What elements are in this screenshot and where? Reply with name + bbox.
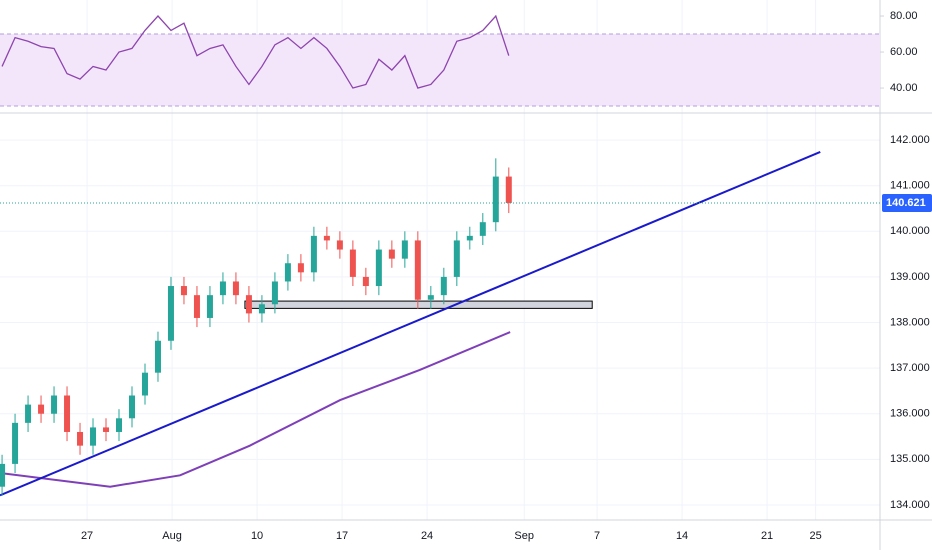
candle-body	[336, 240, 343, 250]
rsi-tick-label: 40.00	[890, 82, 918, 94]
y-tick-label: 134.000	[890, 499, 930, 511]
candle-body	[323, 235, 330, 241]
candle-body	[440, 276, 447, 296]
trendline	[0, 151, 821, 497]
y-tick-label: 135.000	[890, 453, 930, 465]
candle-body	[310, 235, 317, 273]
candle-body	[349, 249, 356, 277]
y-tick-label: 139.000	[890, 271, 930, 283]
candle-body	[128, 395, 135, 419]
x-tick-label: 25	[810, 530, 822, 542]
rsi-tick-label: 80.00	[890, 10, 918, 22]
rsi-line	[1, 14, 510, 89]
candle-body	[258, 304, 265, 314]
candle-body	[466, 235, 473, 241]
y-tick-label: 142.000	[890, 134, 930, 146]
last-price-label: 140.621	[886, 197, 926, 209]
candle-body	[492, 176, 499, 223]
candle-body	[154, 340, 161, 373]
candle-body	[206, 295, 213, 318]
x-tick-label: Sep	[514, 530, 534, 542]
candle-body	[427, 295, 434, 300]
x-tick-label: Aug	[162, 530, 182, 542]
x-tick-label: 21	[761, 530, 773, 542]
candle-body	[167, 286, 174, 341]
candle-body	[284, 263, 291, 282]
candle-body	[51, 395, 58, 414]
candle-body	[479, 222, 486, 236]
candle-body	[77, 431, 84, 446]
x-tick-label: 7	[594, 530, 600, 542]
candle-body	[116, 418, 123, 432]
candle-body	[505, 176, 512, 203]
candle-body	[141, 372, 148, 396]
candle-body	[362, 276, 369, 287]
candle-body	[103, 427, 110, 432]
candle-body	[375, 249, 382, 287]
candle-body	[414, 240, 421, 300]
support-zone	[244, 300, 593, 309]
x-tick-label: 27	[81, 530, 93, 542]
candle-body	[0, 463, 6, 487]
candle-body	[90, 427, 97, 446]
candle-body	[401, 240, 408, 259]
last-price-tag	[882, 193, 932, 212]
x-tick-label: 17	[336, 530, 348, 542]
y-tick-label: 137.000	[890, 362, 930, 374]
rsi-band	[0, 34, 880, 107]
candle-body	[12, 422, 19, 464]
rsi-tick-label: 60.00	[890, 46, 918, 58]
y-tick-label: 136.000	[890, 408, 930, 420]
candle-body	[64, 395, 71, 432]
x-tick-label: 10	[251, 530, 263, 542]
y-tick-label: 138.000	[890, 316, 930, 328]
x-tick-label: 24	[421, 530, 433, 542]
candle-body	[245, 295, 252, 314]
candle-body	[271, 281, 278, 305]
candle-body	[232, 281, 239, 296]
y-tick-label: 141.000	[890, 180, 930, 192]
candle-body	[219, 281, 226, 296]
candle-body	[388, 249, 395, 259]
candle-body	[180, 286, 187, 296]
candle-body	[193, 295, 200, 318]
x-tick-label: 14	[676, 530, 688, 542]
candle-body	[38, 404, 45, 414]
candle-body	[297, 263, 304, 273]
candle-body	[25, 404, 32, 423]
moving-average	[0, 331, 511, 488]
candle-body	[453, 240, 460, 277]
y-tick-label: 140.000	[890, 225, 930, 237]
